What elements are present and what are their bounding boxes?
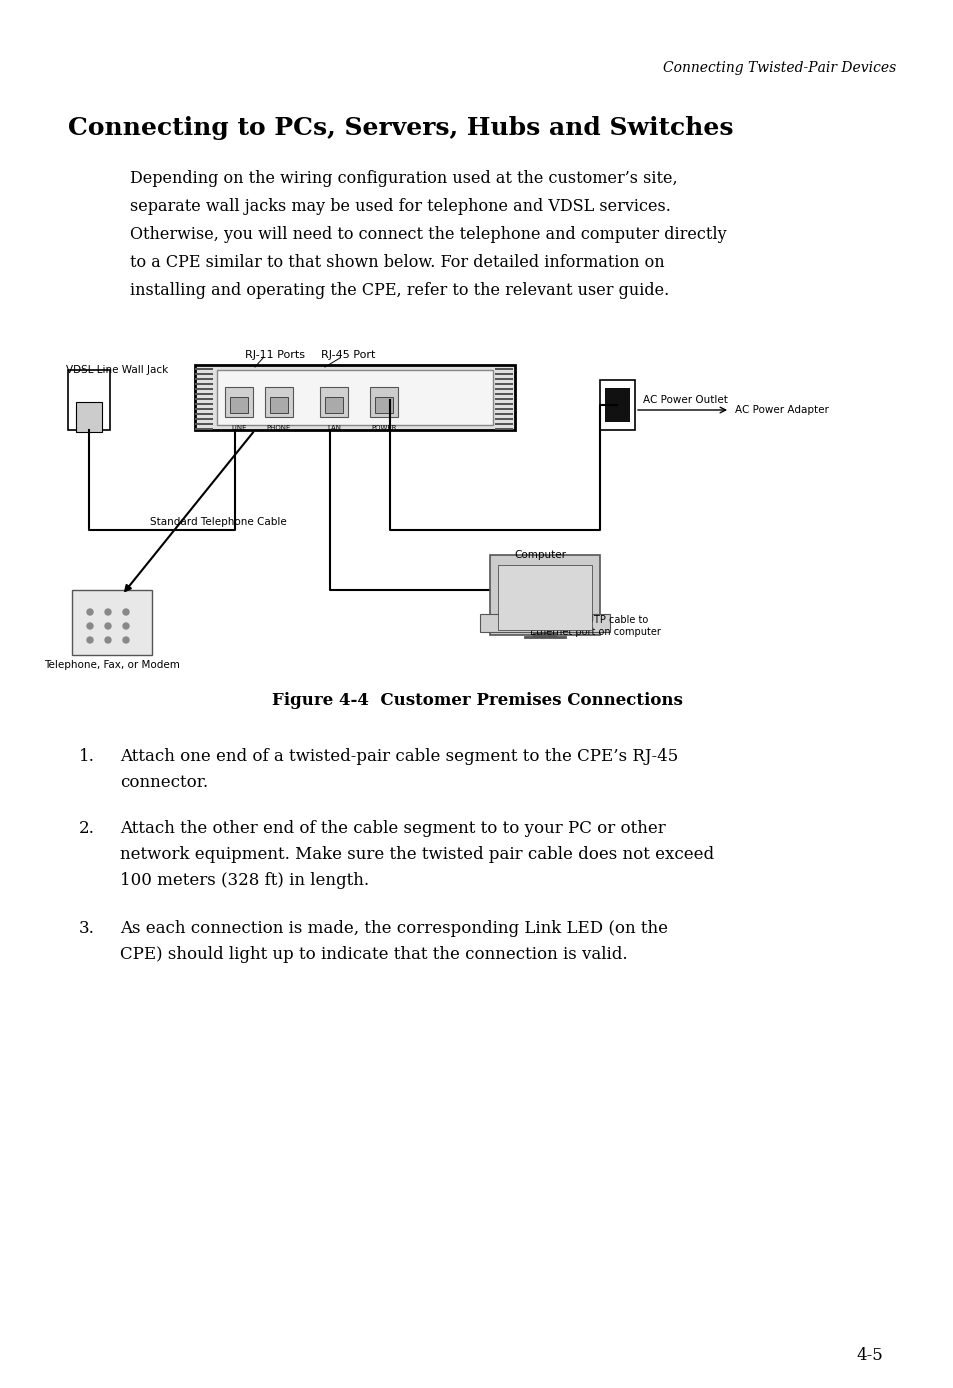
Text: separate wall jacks may be used for telephone and VDSL services.: separate wall jacks may be used for tele…: [130, 197, 670, 215]
Text: Otherwise, you will need to connect the telephone and computer directly: Otherwise, you will need to connect the …: [130, 225, 726, 243]
Bar: [194, 414, 213, 415]
Text: to a CPE similar to that shown below. For detailed information on: to a CPE similar to that shown below. Fo…: [130, 254, 664, 271]
Bar: [495, 403, 513, 405]
Text: 3.: 3.: [79, 920, 95, 937]
Text: 2.: 2.: [79, 820, 95, 837]
Text: Attach the other end of the cable segment to to your PC or other: Attach the other end of the cable segmen…: [120, 820, 665, 837]
Text: AC Power Adapter: AC Power Adapter: [734, 405, 828, 415]
Text: network equipment. Make sure the twisted pair cable does not exceed: network equipment. Make sure the twisted…: [120, 847, 714, 863]
Text: PHONE: PHONE: [267, 425, 291, 432]
Bar: [76, 403, 102, 432]
Text: LAN: LAN: [327, 425, 340, 432]
Bar: [495, 428, 513, 430]
Text: Attach one end of a twisted-pair cable segment to the CPE’s RJ-45: Attach one end of a twisted-pair cable s…: [120, 748, 678, 765]
Circle shape: [105, 637, 111, 643]
Circle shape: [87, 623, 92, 629]
Bar: [319, 387, 348, 416]
Bar: [479, 613, 609, 632]
Bar: [495, 423, 513, 425]
Bar: [194, 423, 213, 425]
Text: POWER: POWER: [371, 425, 396, 432]
Bar: [194, 398, 213, 400]
Text: Computer: Computer: [514, 550, 565, 559]
Bar: [68, 371, 110, 430]
Bar: [194, 418, 213, 421]
Bar: [495, 398, 513, 400]
Bar: [375, 397, 393, 414]
Text: Standard Telephone Cable: Standard Telephone Cable: [150, 516, 287, 527]
Bar: [71, 590, 152, 655]
Bar: [325, 397, 343, 414]
Bar: [225, 387, 253, 416]
Text: VDSL Line Wall Jack: VDSL Line Wall Jack: [66, 365, 168, 375]
Bar: [194, 378, 213, 380]
Circle shape: [87, 637, 92, 643]
Bar: [194, 383, 213, 384]
Text: C​onnecting T​wisted-P​air D​evices: C​onnecting T​wisted-P​air D​evices: [662, 61, 896, 75]
Bar: [194, 365, 515, 430]
Text: RJ-45 Port: RJ-45 Port: [320, 350, 375, 359]
Bar: [495, 414, 513, 415]
Bar: [495, 418, 513, 421]
Circle shape: [123, 609, 129, 615]
Text: 1.: 1.: [79, 748, 95, 765]
Bar: [495, 368, 513, 371]
Bar: [599, 380, 635, 430]
Text: AC Power Outlet: AC Power Outlet: [642, 396, 727, 405]
Text: Category 5 UTP cable to
Ethernet port on computer: Category 5 UTP cable to Ethernet port on…: [530, 615, 660, 637]
Bar: [230, 397, 248, 414]
Bar: [495, 373, 513, 375]
Bar: [495, 408, 513, 409]
Text: Connecting to PCs, Servers, Hubs and Switches: Connecting to PCs, Servers, Hubs and Swi…: [68, 117, 733, 140]
Bar: [270, 397, 288, 414]
Circle shape: [123, 637, 129, 643]
Circle shape: [123, 623, 129, 629]
Text: connector.: connector.: [120, 775, 208, 791]
Text: CPE) should light up to indicate that the connection is valid.: CPE) should light up to indicate that th…: [120, 947, 627, 963]
Text: installing and operating the CPE, refer to the relevant user guide.: installing and operating the CPE, refer …: [130, 282, 669, 298]
Bar: [495, 389, 513, 390]
Text: RJ-11 Ports: RJ-11 Ports: [245, 350, 305, 359]
Bar: [604, 389, 629, 422]
Bar: [497, 565, 592, 630]
Bar: [265, 387, 293, 416]
Text: Depending on the wiring configuration used at the customer’s site,: Depending on the wiring configuration us…: [130, 169, 677, 186]
Text: Figure 4-4  Customer Premises Connections: Figure 4-4 Customer Premises Connections: [272, 691, 681, 708]
Text: LINE: LINE: [231, 425, 247, 432]
Circle shape: [87, 609, 92, 615]
Text: 4-5: 4-5: [856, 1346, 882, 1363]
Text: Telephone, Fax, or Modem: Telephone, Fax, or Modem: [44, 661, 180, 670]
Text: 100 meters (328 ft) in length.: 100 meters (328 ft) in length.: [120, 872, 369, 888]
Bar: [194, 373, 213, 375]
Bar: [495, 383, 513, 384]
Bar: [495, 378, 513, 380]
Bar: [370, 387, 397, 416]
Bar: [194, 403, 213, 405]
Bar: [216, 371, 493, 425]
Circle shape: [105, 623, 111, 629]
Bar: [490, 555, 599, 634]
Bar: [194, 428, 213, 430]
Text: As each connection is made, the corresponding Link LED (on the: As each connection is made, the correspo…: [120, 920, 667, 937]
Circle shape: [105, 609, 111, 615]
Bar: [194, 408, 213, 409]
Bar: [194, 389, 213, 390]
Bar: [194, 393, 213, 396]
Bar: [194, 368, 213, 371]
Bar: [495, 393, 513, 396]
